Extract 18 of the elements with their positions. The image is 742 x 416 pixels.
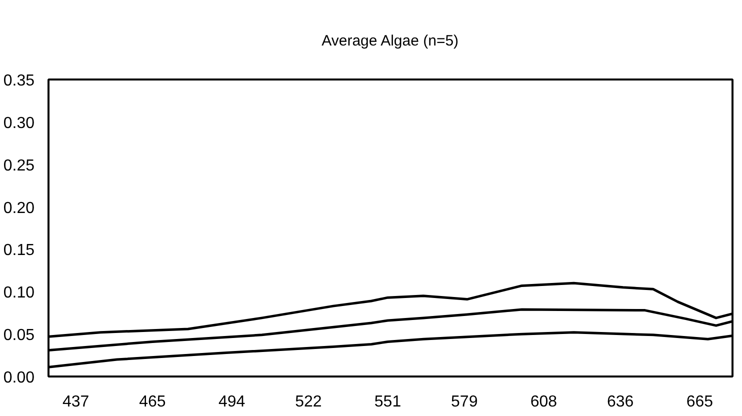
x-tick-label: 522: [295, 394, 322, 410]
x-tick-label: 551: [374, 394, 402, 410]
x-tick-label: 608: [530, 394, 558, 410]
y-tick-label: 0.00: [3, 370, 35, 386]
y-tick-label: 0.35: [3, 72, 35, 90]
y-tick-label: 0.05: [3, 327, 35, 344]
x-tick-label: 665: [686, 394, 714, 410]
x-tick-label: 636: [606, 394, 634, 410]
y-tick-label: 0.20: [3, 200, 35, 217]
y-tick-label: 0.15: [3, 242, 35, 260]
x-tick-label: 437: [62, 394, 90, 410]
y-tick-label: 0.25: [3, 157, 35, 174]
x-tick-label: 579: [451, 394, 478, 410]
x-tick-label: 494: [218, 394, 246, 410]
chart-title: Average Algae (n=5): [322, 32, 459, 50]
x-tick-label: 465: [139, 394, 166, 410]
y-tick-label: 0.30: [3, 114, 35, 132]
y-tick-label: 0.10: [3, 284, 35, 302]
